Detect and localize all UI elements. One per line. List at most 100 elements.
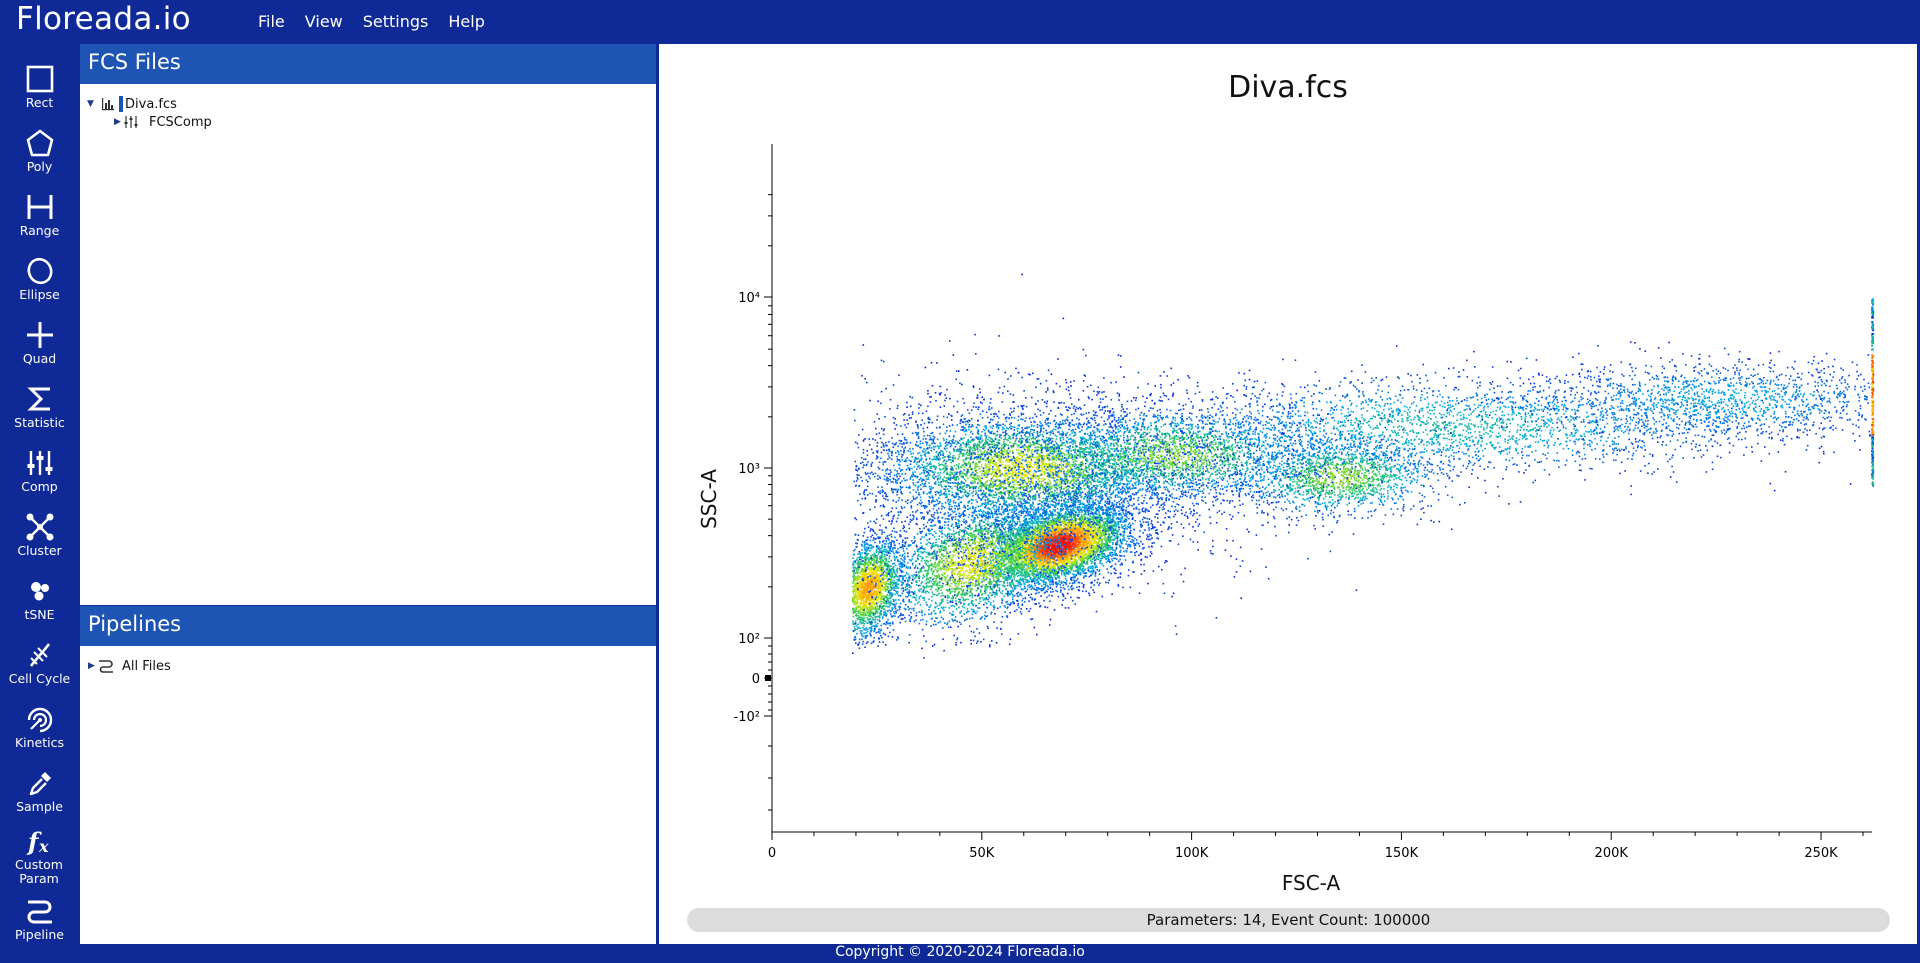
menu-file[interactable]: File — [248, 0, 295, 44]
data-point — [1082, 529, 1084, 532]
data-point — [1072, 561, 1075, 563]
data-point — [1115, 521, 1117, 524]
data-point — [1090, 556, 1093, 558]
data-point — [1082, 565, 1085, 567]
data-point — [1069, 558, 1072, 560]
data-point — [1076, 534, 1079, 536]
data-point — [1036, 589, 1038, 592]
data-point — [1004, 539, 1006, 542]
data-point — [1087, 550, 1089, 552]
tool-statistic[interactable]: Statistic — [0, 378, 79, 438]
data-point — [1037, 556, 1039, 558]
data-point — [1054, 568, 1056, 570]
data-point — [1007, 534, 1009, 536]
data-point — [1071, 552, 1073, 554]
data-point — [1049, 560, 1051, 562]
data-point — [1072, 587, 1075, 590]
data-point — [1077, 530, 1079, 532]
data-point — [1060, 535, 1063, 538]
data-point — [989, 586, 992, 588]
data-point — [1078, 541, 1081, 544]
tool-ellipse[interactable]: Ellipse — [0, 250, 79, 310]
data-point — [1070, 550, 1073, 552]
data-point — [1071, 582, 1074, 585]
data-point — [1026, 544, 1028, 546]
data-point — [1059, 517, 1062, 519]
tree-item-all-files[interactable]: ▶ All Files — [88, 657, 171, 675]
data-point — [1064, 517, 1067, 520]
data-point — [1112, 530, 1115, 532]
data-point — [1073, 524, 1075, 526]
data-point — [1132, 542, 1135, 545]
data-point — [1053, 520, 1055, 523]
data-point — [1034, 550, 1037, 553]
tool-pipeline[interactable]: Pipeline — [0, 890, 79, 950]
data-point — [1099, 557, 1102, 560]
data-point — [1057, 554, 1060, 557]
panel-splitter[interactable] — [656, 44, 659, 944]
data-point — [1038, 537, 1041, 540]
comp-sliders-icon — [124, 116, 138, 128]
data-point — [1074, 526, 1076, 529]
data-point — [1121, 563, 1124, 566]
data-point — [1101, 554, 1104, 557]
tool-tsne[interactable]: tSNE — [0, 570, 79, 630]
data-point — [1018, 538, 1020, 540]
data-point — [1069, 566, 1071, 568]
tool-cluster[interactable]: Cluster — [0, 506, 79, 566]
data-point — [1100, 518, 1102, 520]
tool-comp[interactable]: Comp — [0, 442, 79, 502]
data-point — [1058, 556, 1061, 558]
histogram-file-icon — [102, 98, 114, 111]
data-point — [1099, 514, 1102, 517]
tool-poly[interactable]: Poly — [0, 122, 79, 182]
data-point — [1085, 536, 1087, 538]
tree-item-fcs-file[interactable]: ▼ Diva.fcs — [87, 95, 177, 113]
data-point — [1019, 543, 1022, 546]
tool-rect[interactable]: Rect — [0, 58, 79, 118]
menu-help[interactable]: Help — [438, 0, 494, 44]
tool-sample[interactable]: Sample — [0, 762, 79, 822]
data-point — [1074, 504, 1077, 507]
menu-view[interactable]: View — [295, 0, 353, 44]
data-point — [990, 533, 993, 535]
data-point — [993, 565, 995, 567]
tool-kinetics[interactable]: Kinetics — [0, 698, 79, 758]
data-point — [1049, 510, 1052, 513]
data-point — [1011, 566, 1014, 569]
data-point — [1081, 534, 1084, 537]
expand-right-icon[interactable]: ▶ — [88, 661, 96, 671]
data-point — [1128, 504, 1131, 506]
tree-item-fcscomp[interactable]: ▶ FCSComp — [114, 113, 212, 131]
data-point — [1093, 531, 1095, 533]
data-point — [1087, 536, 1090, 538]
tool-range[interactable]: Range — [0, 186, 79, 246]
data-point — [1108, 525, 1111, 527]
data-point — [1041, 529, 1043, 532]
expand-right-icon[interactable]: ▶ — [114, 117, 122, 127]
data-point — [1129, 545, 1131, 548]
tool-comp-label: Comp — [0, 480, 79, 494]
data-point — [1024, 546, 1026, 549]
menu-settings[interactable]: Settings — [353, 0, 439, 44]
data-point — [1023, 561, 1025, 563]
data-point — [1141, 547, 1144, 550]
data-point — [1055, 570, 1057, 572]
data-point — [1115, 512, 1117, 514]
data-point — [1025, 590, 1027, 593]
tool-cell-cycle[interactable]: Cell Cycle — [0, 634, 79, 694]
data-point — [1081, 569, 1083, 572]
data-point — [1092, 519, 1095, 521]
expand-down-icon[interactable]: ▼ — [87, 99, 95, 109]
data-point — [1035, 535, 1037, 537]
data-point — [1057, 519, 1060, 521]
data-point — [1052, 527, 1055, 529]
polygon-icon — [26, 129, 53, 157]
data-point — [1067, 537, 1069, 539]
data-point — [1061, 552, 1063, 555]
scatter-plot[interactable]: 0 50K 100K 150K 200K 250K-10²010²10³10⁴FSC-AS… — [659, 44, 1917, 904]
data-point — [1047, 586, 1049, 588]
tool-quad[interactable]: Quad — [0, 314, 79, 374]
data-point — [1037, 544, 1040, 547]
